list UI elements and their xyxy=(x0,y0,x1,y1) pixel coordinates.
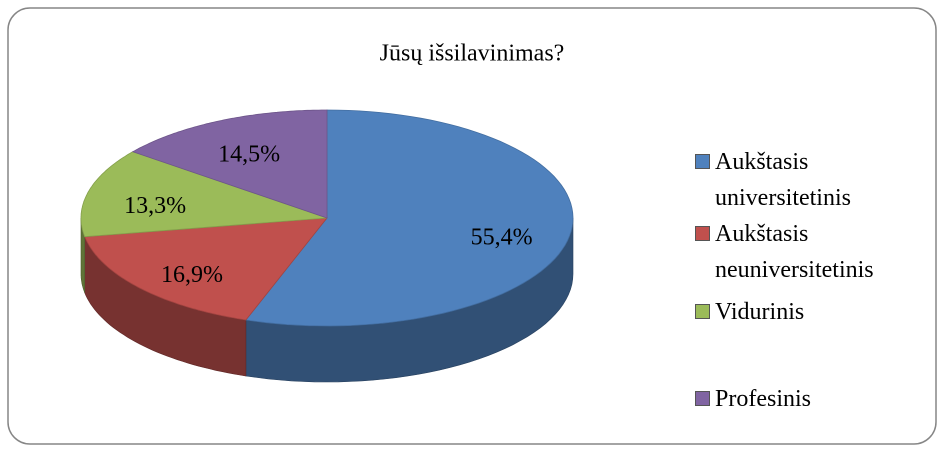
pie-slice xyxy=(80,151,328,238)
chart-title: Jūsų išsilavinimas? xyxy=(380,41,565,67)
legend-swatch xyxy=(695,304,710,319)
legend-label: Vidurinis xyxy=(715,299,805,325)
pie-slice xyxy=(84,217,328,321)
data-label: 13,3% xyxy=(124,193,186,219)
pie-slice xyxy=(131,109,328,219)
legend-swatch xyxy=(695,391,710,406)
legend-label: Aukštasis universitetinis xyxy=(715,149,851,211)
legend-entry: Aukštasis universitetinis xyxy=(695,144,930,216)
legend-swatch xyxy=(695,226,710,241)
data-label: 14,5% xyxy=(218,142,280,168)
legend-entry: Aukštasis neuniversitetinis xyxy=(695,216,930,288)
legend-swatch xyxy=(695,154,710,169)
data-label: 55,4% xyxy=(471,224,533,250)
data-label: 16,9% xyxy=(161,262,223,288)
legend-label: Aukštasis neuniversitetinis xyxy=(715,221,874,283)
legend-entry: Vidurinis xyxy=(695,294,930,330)
legend-entry: Profesinis xyxy=(695,381,930,417)
legend-label: Profesinis xyxy=(715,386,811,412)
pie-slice xyxy=(245,109,574,327)
